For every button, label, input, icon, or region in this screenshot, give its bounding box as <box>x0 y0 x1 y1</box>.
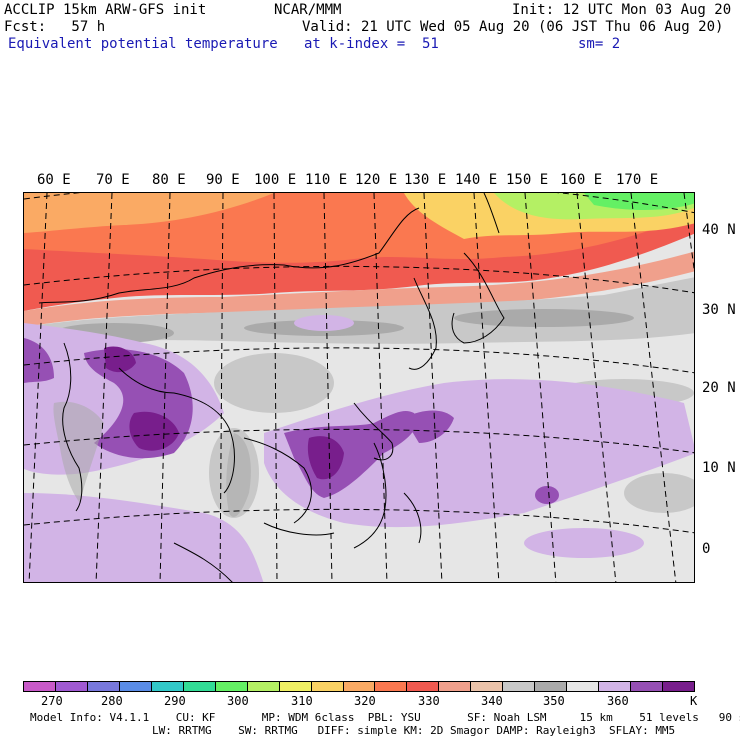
colorbar-unit: K <box>690 694 698 708</box>
lon-label-80e: 80 E <box>152 172 186 188</box>
lon-label-160e: 160 E <box>560 172 603 188</box>
colorbar-swatch <box>119 682 152 691</box>
colorbar-swatch <box>55 682 88 691</box>
colorbar-swatch <box>311 682 344 691</box>
colorbar-swatch <box>567 682 600 691</box>
colorbar-swatch <box>87 682 120 691</box>
lon-label-60e: 60 E <box>37 172 71 188</box>
init-time: Init: 12 UTC Mon 03 Aug 20 <box>512 2 732 18</box>
lon-label-130e: 130 E <box>404 172 447 188</box>
colorbar-tick-310: 310 <box>291 694 313 708</box>
colorbar-tick-340: 340 <box>481 694 503 708</box>
colorbar-swatch <box>471 682 504 691</box>
colorbar-swatch <box>375 682 408 691</box>
colorbar-swatch <box>439 682 472 691</box>
lon-label-70e: 70 E <box>96 172 130 188</box>
colorbar-tick-350: 350 <box>543 694 565 708</box>
colorbar-tick-270: 270 <box>41 694 63 708</box>
colorbar-swatch <box>183 682 216 691</box>
colorbar-swatch <box>215 682 248 691</box>
theta-e-field <box>24 193 694 582</box>
lon-label-100e: 100 E <box>254 172 297 188</box>
lat-label-30n: 30 N <box>702 302 736 318</box>
colorbar-tick-300: 300 <box>227 694 249 708</box>
colorbar-tick-320: 320 <box>354 694 376 708</box>
colorbar-swatch <box>407 682 440 691</box>
colorbar-swatch <box>599 682 632 691</box>
colorbar-swatch <box>631 682 664 691</box>
model-info-line2: LW: RRTMG SW: RRTMG DIFF: simple KM: 2D … <box>152 724 676 737</box>
map-panel <box>23 192 695 583</box>
lat-label-40n: 40 N <box>702 222 736 238</box>
colorbar-swatch <box>343 682 376 691</box>
lon-label-140e: 140 E <box>455 172 498 188</box>
field-name: Equivalent potential temperature <box>8 36 278 52</box>
colorbar-swatch <box>24 682 56 691</box>
colorbar-tick-280: 280 <box>101 694 123 708</box>
colorbar-tick-290: 290 <box>164 694 186 708</box>
colorbar-swatch <box>503 682 536 691</box>
lat-label-20n: 20 N <box>702 380 736 396</box>
forecast-hour: Fcst: 57 h <box>4 19 106 35</box>
colorbar <box>23 681 695 692</box>
lon-label-110e: 110 E <box>305 172 348 188</box>
model-info-line1: Model Info: V4.1.1 CU: KF MP: WDM 6class… <box>30 711 740 724</box>
organization-label: NCAR/MMM <box>274 2 342 18</box>
level-label: at k-index = 51 <box>304 36 439 52</box>
colorbar-swatch <box>535 682 568 691</box>
lon-label-90e: 90 E <box>206 172 240 188</box>
lon-label-150e: 150 E <box>506 172 549 188</box>
colorbar-swatch <box>247 682 280 691</box>
colorbar-swatch <box>151 682 184 691</box>
lon-label-170e: 170 E <box>616 172 659 188</box>
colorbar-tick-330: 330 <box>418 694 440 708</box>
lon-label-120e: 120 E <box>355 172 398 188</box>
colorbar-swatch <box>663 682 695 691</box>
valid-time: Valid: 21 UTC Wed 05 Aug 20 (06 JST Thu … <box>302 19 724 35</box>
colorbar-swatch <box>279 682 312 691</box>
lat-label-0: 0 <box>702 541 711 557</box>
lat-label-10n: 10 N <box>702 460 736 476</box>
colorbar-tick-360: 360 <box>607 694 629 708</box>
model-title: ACCLIP 15km ARW-GFS init <box>4 2 207 18</box>
smoothing-label: sm= 2 <box>578 36 621 52</box>
